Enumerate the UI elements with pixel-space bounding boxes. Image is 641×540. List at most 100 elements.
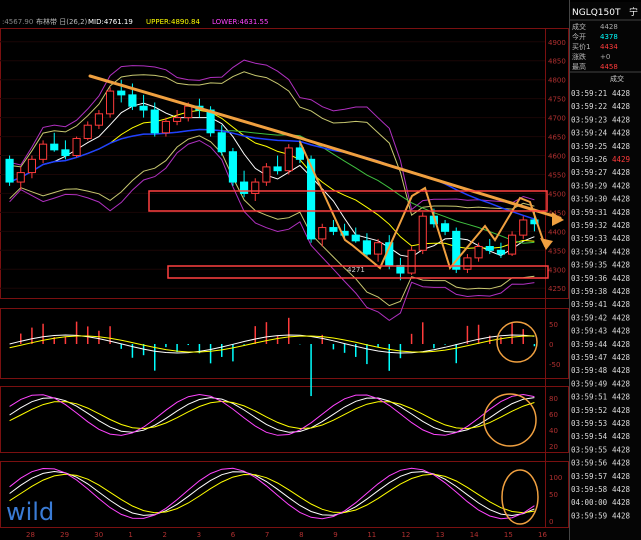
indicator-tick-label: -50 — [549, 361, 560, 369]
candle-body — [329, 227, 338, 232]
candle-body — [217, 132, 226, 153]
price-tick-label: 4600 — [548, 153, 566, 161]
candle-body — [94, 113, 103, 126]
date-tick-label: 1 — [128, 531, 132, 539]
candle-body — [463, 257, 472, 270]
price-tick-label: 4650 — [548, 134, 566, 142]
tick-time: 03:59:42 — [571, 313, 607, 322]
price-tick-label: 4400 — [548, 228, 566, 236]
candle-body — [61, 149, 70, 157]
tick-price: 4428 — [612, 168, 631, 177]
tick-time: 03:59:57 — [571, 472, 607, 481]
tick-time: 03:59:41 — [571, 300, 607, 309]
candle-body — [485, 246, 494, 251]
tick-price: 4429 — [612, 155, 630, 164]
candle-body — [351, 234, 360, 242]
candle-body — [117, 90, 126, 96]
tick-time: 03:59:27 — [571, 168, 607, 177]
tick-time: 03:59:33 — [571, 234, 607, 243]
trendline-annotations — [88, 74, 564, 271]
tick-time: 03:59:21 — [571, 89, 607, 98]
date-tick-label: 8 — [299, 531, 303, 539]
indicator-tick-label: 0 — [549, 518, 553, 526]
arrow-head-2 — [540, 238, 553, 250]
panel-frames — [0, 28, 569, 528]
watermark: wild — [6, 498, 54, 526]
quote-label: 今开 — [572, 32, 586, 41]
tick-time: 03:59:34 — [571, 247, 608, 256]
tick-time: 03:59:48 — [571, 366, 608, 375]
indicator-tick-label: 100 — [549, 474, 562, 482]
tick-price: 4428 — [612, 498, 631, 507]
quote-label: 涨跌 — [572, 52, 586, 61]
candle-body — [240, 181, 249, 194]
tick-time: 04:00:00 — [571, 498, 608, 507]
date-tick-label: 12 — [401, 531, 410, 539]
symbol-suffix: 宁 — [629, 6, 638, 18]
candle-body — [83, 124, 92, 139]
tick-time: 03:59:31 — [571, 208, 607, 217]
indicator-tick-label: 50 — [549, 491, 558, 499]
date-tick-label: 28 — [26, 531, 35, 539]
macd-panel — [9, 317, 536, 397]
candle-body — [295, 147, 304, 160]
tick-time: 03:59:47 — [571, 353, 607, 362]
date-tick-label: 11 — [367, 531, 376, 539]
candle-body — [273, 166, 282, 172]
date-tick-label: 14 — [470, 531, 479, 539]
candle-body — [284, 147, 293, 172]
indicator-prefix: :4567.90 — [2, 18, 33, 26]
candle-body — [452, 230, 461, 270]
indicator-tick-label: 50 — [549, 321, 558, 329]
candle-body — [50, 143, 59, 151]
tick-time: 03:59:44 — [571, 340, 608, 349]
price-tick-label: 4800 — [548, 77, 566, 85]
price-tick-label: 4550 — [548, 171, 566, 179]
date-tick-label: 15 — [504, 531, 513, 539]
tick-time: 03:59:38 — [571, 287, 608, 296]
tick-time: 03:59:52 — [571, 406, 607, 415]
candle-body — [519, 219, 528, 236]
price-tick-label: 4300 — [548, 266, 566, 274]
quote-value: 4378 — [600, 33, 618, 41]
tick-time: 03:59:29 — [571, 181, 607, 190]
tick-time: 03:59:53 — [571, 419, 607, 428]
tick-time: 03:59:58 — [571, 485, 608, 494]
date-tick-label: 6 — [231, 531, 236, 539]
low-price-label: 4271 — [347, 266, 365, 274]
date-tick-label: 7 — [265, 531, 269, 539]
quote-label: 买价1 — [572, 43, 590, 51]
tick-time: 03:59:26 — [571, 155, 608, 164]
resistance-box — [148, 190, 548, 212]
indicator-mid: MID:4761.19 — [88, 18, 133, 26]
date-tick-label: 9 — [333, 531, 337, 539]
price-tick-label: 4700 — [548, 115, 566, 123]
candle-body — [407, 249, 416, 274]
candle-body — [418, 215, 427, 251]
candle-body — [72, 137, 81, 157]
date-axis: 28 29 30 1 2 3 6 7 8 9 11 12 13 14 15 16 — [26, 531, 547, 539]
candle-body — [228, 151, 237, 183]
tick-time: 03:59:24 — [571, 129, 608, 138]
candle-body — [128, 94, 137, 107]
date-tick-label: 29 — [60, 531, 69, 539]
indicator-tick-label: 40 — [549, 427, 558, 435]
candle-body — [173, 117, 182, 122]
price-tick-label: 4850 — [548, 58, 566, 66]
candle-body — [5, 158, 14, 183]
indicator-upper: UPPER:4890.84 — [146, 18, 200, 26]
candle-body — [184, 105, 193, 119]
tick-price: 4428 — [612, 181, 631, 190]
quote-value: +0 — [600, 53, 610, 61]
quote-panel: NGLQ150T 宁 成交 4428 今开 4378 买价1 4434 涨跌 +0 最高 4458… — [569, 0, 641, 540]
tick-time: 03:59:43 — [571, 327, 607, 336]
indicator-lower: LOWER:4631.55 — [212, 18, 268, 26]
symbol-name: NGLQ150T — [572, 8, 621, 18]
candle-body — [362, 240, 371, 255]
price-tick-label: 4450 — [548, 209, 566, 217]
candle-body — [441, 223, 450, 232]
candle-body — [374, 242, 383, 255]
tick-price: 4428 — [612, 459, 631, 468]
candle-body — [307, 158, 316, 240]
